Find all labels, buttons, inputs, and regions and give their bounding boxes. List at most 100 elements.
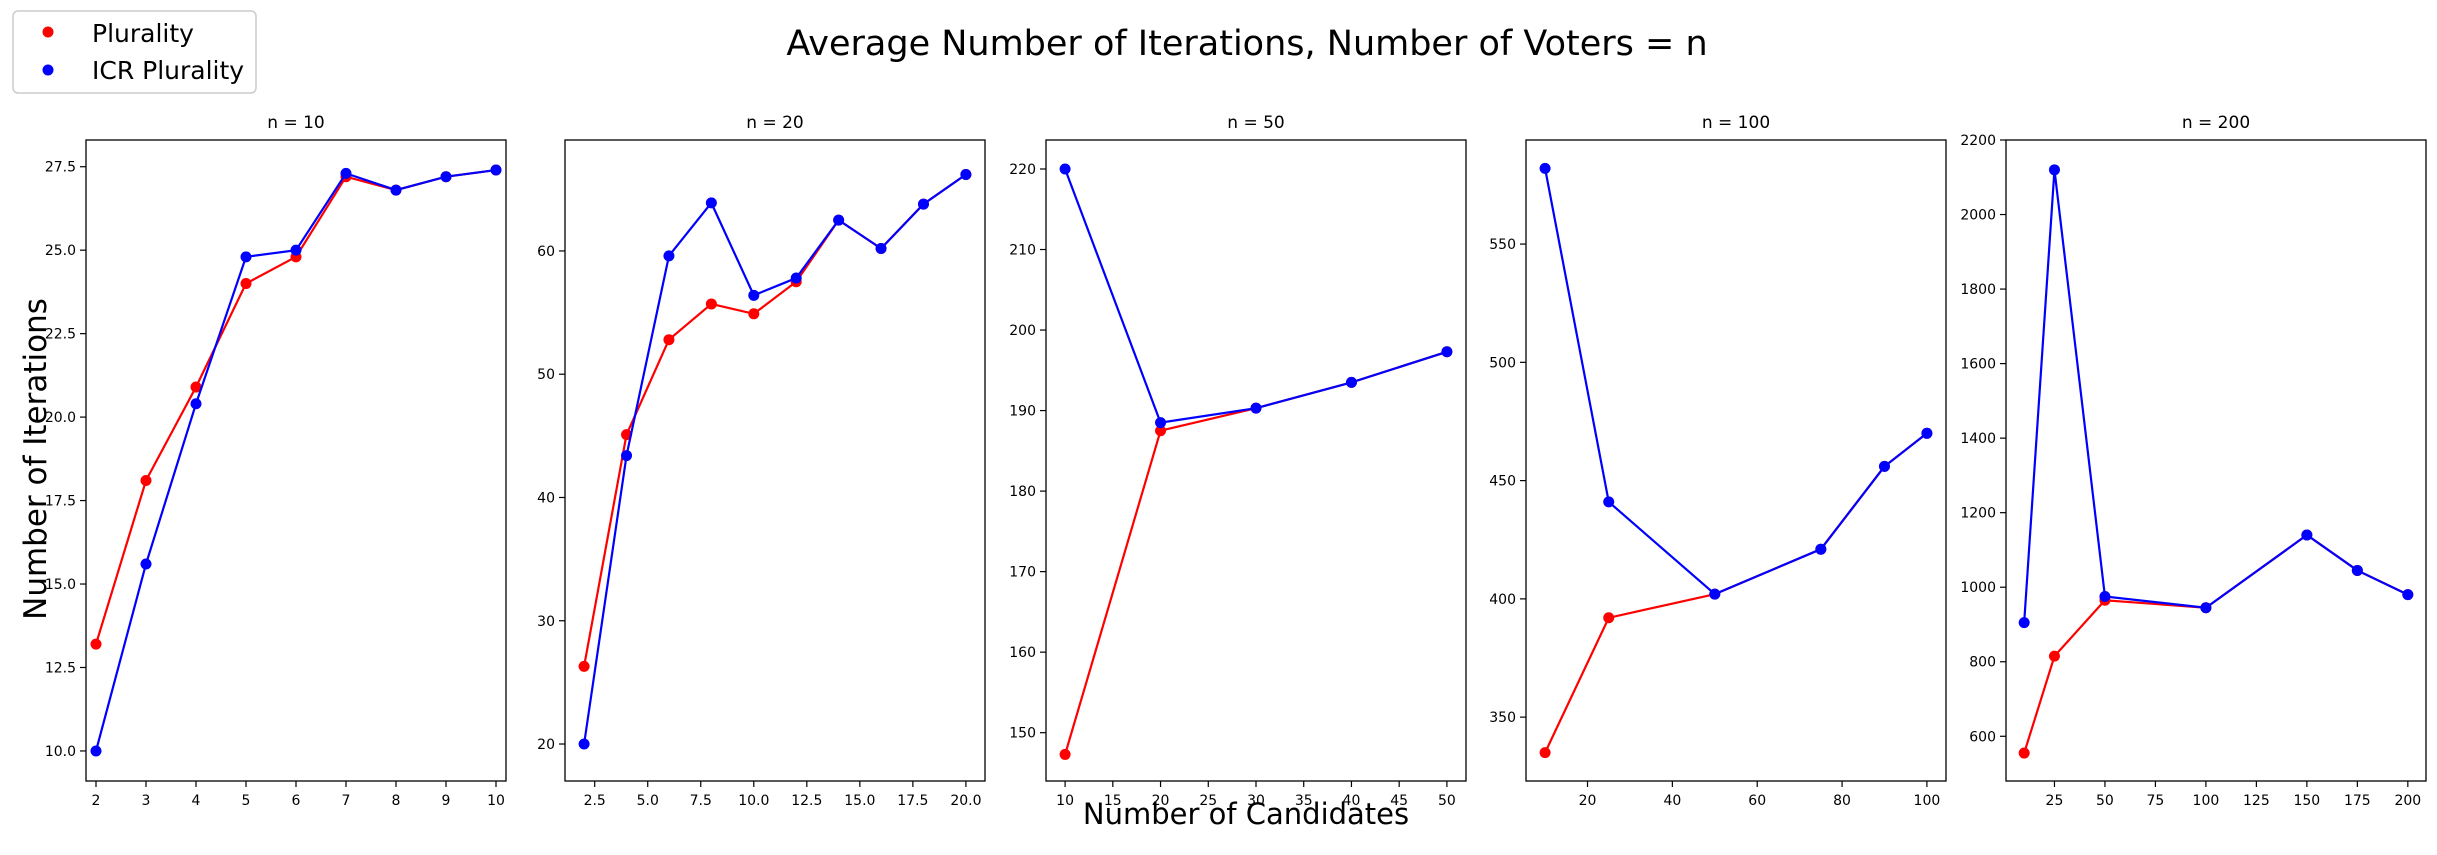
x-tick-label: 12.5 (791, 793, 822, 809)
data-point-icr-plurality (290, 244, 302, 256)
data-point-icr-plurality (2099, 591, 2111, 603)
data-point-icr-plurality (340, 167, 352, 179)
x-tick-label: 200 (2394, 793, 2421, 809)
y-tick-label: 180 (1009, 484, 1036, 500)
data-point-icr-plurality (1815, 543, 1827, 555)
x-tick-label: 35 (1295, 793, 1313, 809)
x-tick-label: 100 (2193, 793, 2220, 809)
y-tick-label: 25.0 (45, 243, 76, 259)
data-point-icr-plurality (1441, 346, 1453, 358)
subplot-3: n = 50 10 15 20 25 30 35 40 45 50 150 160 170 180 190 2… (1009, 113, 1467, 809)
y-tick-label: 1000 (1960, 580, 1996, 596)
x-tick-label: 25 (2046, 793, 2064, 809)
series-line-icr-plurality (2023, 169, 2409, 623)
x-tick-label: 125 (2243, 793, 2270, 809)
data-point-plurality (90, 638, 102, 650)
data-point-plurality (1539, 747, 1551, 759)
x-tick-label: 25 (1199, 793, 1217, 809)
x-tick-label: 7.5 (690, 793, 712, 809)
x-tick-label: 2 (92, 793, 101, 809)
y-tick-label: 1800 (1960, 282, 1996, 298)
data-point-icr-plurality (2301, 529, 2313, 541)
data-point-icr-plurality (1878, 460, 1890, 472)
axes-frame (564, 139, 986, 782)
subplot-title: n = 10 (267, 113, 324, 133)
data-point-icr-plurality (1603, 496, 1615, 508)
data-point-icr-plurality (2200, 602, 2212, 614)
figure-title: Average Number of Iterations, Number of … (786, 24, 1707, 64)
x-tick-label: 80 (1833, 793, 1851, 809)
data-point-icr-plurality (440, 171, 452, 183)
series-line-plurality (2023, 533, 2409, 754)
x-tick-label: 15 (1104, 793, 1122, 809)
subplot-1: n = 10 2 3 4 5 6 7 8 9 10 10.0 12.5 15.0 17.5 20.0 22.5… (45, 113, 507, 809)
data-point-icr-plurality (2018, 617, 2030, 629)
data-point-icr-plurality (2048, 164, 2060, 176)
legend-box (12, 10, 257, 94)
x-axis-label: Number of Candidates (1083, 797, 1409, 831)
x-tick-label: 10 (1056, 793, 1074, 809)
y-tick-label: 20.0 (45, 410, 76, 426)
y-tick-label: 160 (1009, 645, 1036, 661)
y-tick-label: 450 (1489, 474, 1516, 490)
y-tick-label: 1200 (1960, 506, 1996, 522)
data-point-icr-plurality (1345, 376, 1357, 388)
y-tick-label: 350 (1489, 710, 1516, 726)
y-tick-label: 150 (1009, 726, 1036, 742)
series-line-icr-plurality (1544, 168, 1928, 596)
legend-label-plurality: Plurality (92, 19, 194, 48)
subplot-5: n = 200 25 50 75 100 125 150 175 200 600 800 1000 12… (1960, 113, 2427, 809)
y-tick-label: 200 (1009, 323, 1036, 339)
data-point-icr-plurality (190, 398, 202, 410)
y-tick-label: 30 (537, 614, 555, 630)
y-tick-label: 1400 (1960, 431, 1996, 447)
x-tick-label: 30 (1247, 793, 1265, 809)
data-point-icr-plurality (748, 289, 760, 301)
y-tick-label: 50 (537, 367, 555, 383)
x-tick-label: 60 (1748, 793, 1766, 809)
x-tick-label: 100 (1914, 793, 1941, 809)
y-tick-label: 12.5 (45, 660, 76, 676)
data-point-plurality (1603, 612, 1615, 624)
x-tick-label: 6 (292, 793, 301, 809)
data-point-icr-plurality (1059, 163, 1071, 175)
data-point-icr-plurality (833, 214, 845, 226)
series-line-plurality (583, 173, 967, 667)
x-tick-label: 10 (487, 793, 505, 809)
legend: Plurality ICR Plurality (12, 10, 257, 94)
x-tick-label: 7 (342, 793, 351, 809)
series-line-icr-plurality (583, 173, 967, 745)
data-point-icr-plurality (1921, 427, 1933, 439)
legend-marker-icr-plurality (42, 64, 54, 76)
data-point-icr-plurality (917, 198, 929, 210)
subplot-4: n = 100 20 40 60 80 100 350 400 450 500 550 (1489, 113, 1947, 809)
y-tick-label: 600 (1969, 729, 1996, 745)
data-point-plurality (748, 308, 760, 320)
data-point-icr-plurality (140, 558, 152, 570)
subplot-title: n = 100 (1702, 113, 1770, 133)
x-tick-label: 20 (1579, 793, 1597, 809)
data-point-icr-plurality (663, 250, 675, 262)
axes-frame (1525, 139, 1947, 782)
y-tick-label: 2000 (1960, 208, 1996, 224)
x-tick-label: 50 (2096, 793, 2114, 809)
data-point-plurality (2018, 747, 2030, 759)
x-tick-label: 5 (242, 793, 251, 809)
y-tick-label: 20 (537, 737, 555, 753)
x-tick-label: 20 (1152, 793, 1170, 809)
x-tick-label: 9 (442, 793, 451, 809)
y-tick-label: 60 (537, 244, 555, 260)
legend-marker-plurality (42, 26, 54, 38)
y-tick-label: 170 (1009, 565, 1036, 581)
x-tick-label: 20.0 (950, 793, 981, 809)
axes-frame (2005, 139, 2427, 782)
data-point-icr-plurality (875, 242, 887, 254)
subplot-title: n = 50 (1227, 113, 1284, 133)
legend-label-icr-plurality: ICR Plurality (92, 56, 244, 85)
data-point-plurality (705, 298, 717, 310)
x-tick-label: 45 (1390, 793, 1408, 809)
y-tick-label: 40 (537, 490, 555, 506)
data-point-plurality (578, 660, 590, 672)
